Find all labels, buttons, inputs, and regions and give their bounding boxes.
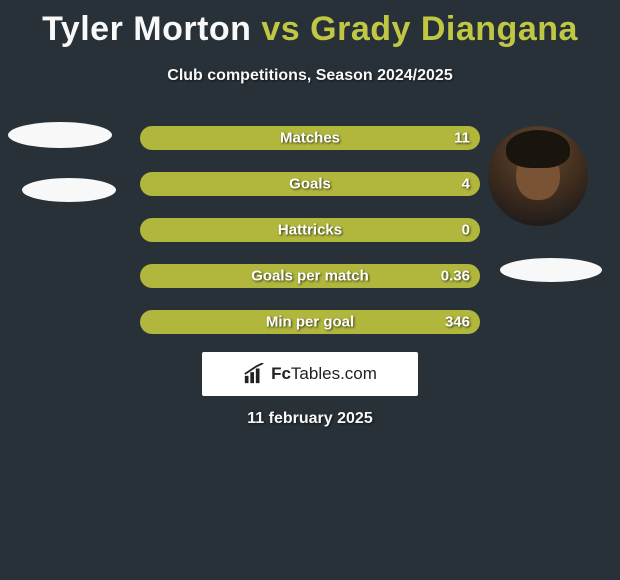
branding-badge[interactable]: FcTables.com	[202, 352, 418, 396]
branding-suffix: Tables.com	[291, 364, 377, 383]
stat-value-player2: 11	[454, 130, 470, 147]
subtitle: Club competitions, Season 2024/2025	[0, 67, 620, 85]
player1-name: Tyler Morton	[42, 10, 251, 48]
bars-icon	[243, 363, 265, 385]
stat-row: Matches 11	[140, 126, 480, 150]
stat-row: Goals 4	[140, 172, 480, 196]
decoration-oval-1	[8, 122, 112, 148]
stat-value-player2: 0	[462, 222, 470, 239]
stat-label: Min per goal	[266, 314, 354, 331]
decoration-oval-2	[22, 178, 116, 202]
player2-avatar	[488, 126, 588, 226]
comparison-card: Tyler Morton vs Grady Diangana Club comp…	[0, 0, 620, 580]
stat-value-player2: 0.36	[441, 268, 470, 285]
title-vs: vs	[261, 10, 300, 48]
stat-value-player2: 346	[445, 314, 470, 331]
page-title: Tyler Morton vs Grady Diangana	[0, 0, 620, 49]
stats-bars: Matches 11 Goals 4 Hattricks 0 Goals per match…	[140, 126, 480, 356]
stat-label: Hattricks	[278, 222, 342, 239]
stat-label: Goals	[289, 176, 331, 193]
snapshot-date: 11 february 2025	[247, 410, 372, 428]
stat-value-player2: 4	[462, 176, 470, 193]
decoration-oval-3	[500, 258, 602, 282]
player2-name: Grady Diangana	[310, 10, 578, 48]
branding-prefix: Fc	[271, 364, 291, 383]
stat-row: Goals per match 0.36	[140, 264, 480, 288]
stat-label: Matches	[280, 130, 340, 147]
stat-row: Hattricks 0	[140, 218, 480, 242]
stat-label: Goals per match	[251, 268, 369, 285]
stat-row: Min per goal 346	[140, 310, 480, 334]
